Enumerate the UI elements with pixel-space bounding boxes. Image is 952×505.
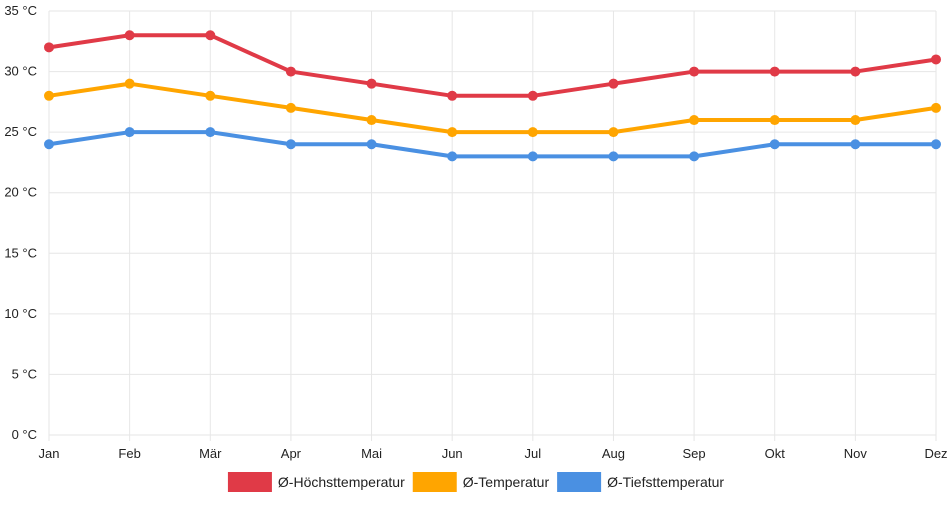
data-point xyxy=(44,42,54,53)
grid-lines xyxy=(48,10,937,441)
data-point xyxy=(689,115,700,126)
y-tick-label: 25 °C xyxy=(4,124,37,139)
data-point xyxy=(205,90,216,101)
data-point xyxy=(608,78,619,89)
data-point xyxy=(124,127,135,138)
data-point xyxy=(769,66,780,77)
legend-label: Ø-Temperatur xyxy=(463,474,550,490)
data-point xyxy=(527,90,538,101)
legend-swatch xyxy=(227,472,272,492)
data-point xyxy=(205,127,216,138)
x-tick-label: Jul xyxy=(525,446,542,461)
data-point xyxy=(689,66,700,77)
data-point xyxy=(285,102,296,113)
data-point xyxy=(366,139,377,150)
y-tick-label: 30 °C xyxy=(4,64,37,79)
x-tick-label: Feb xyxy=(118,446,140,461)
legend[interactable]: Ø-Höchsttemperatur Ø-Temperatur Ø-Tiefstte… xyxy=(227,472,724,492)
x-tick-label: Aug xyxy=(602,446,625,461)
data-point xyxy=(608,127,619,138)
y-tick-label: 15 °C xyxy=(4,245,37,260)
y-tick-label: 35 °C xyxy=(4,3,37,18)
legend-item-0[interactable]: Ø-Höchsttemperatur xyxy=(227,472,405,492)
legend-label: Ø-Tiefsttemperatur xyxy=(607,474,724,490)
x-tick-label: Dez xyxy=(924,446,947,461)
y-tick-label: 5 °C xyxy=(12,366,37,381)
data-point xyxy=(124,30,135,41)
legend-swatch xyxy=(557,472,602,492)
data-point xyxy=(447,90,458,101)
data-point xyxy=(689,151,700,162)
data-point xyxy=(931,102,941,113)
data-point xyxy=(527,151,538,162)
x-tick-label: Okt xyxy=(765,446,786,461)
data-point xyxy=(285,139,296,150)
y-tick-label: 10 °C xyxy=(4,306,37,321)
data-point xyxy=(447,151,458,162)
series-line-1 xyxy=(47,81,938,135)
data-point xyxy=(527,127,538,138)
x-tick-label: Mai xyxy=(361,446,382,461)
series-lines xyxy=(44,30,941,162)
data-point xyxy=(44,139,54,150)
data-point xyxy=(931,54,941,65)
x-tick-label: Apr xyxy=(281,446,302,461)
data-point xyxy=(850,115,861,126)
x-tick-label: Sep xyxy=(683,446,706,461)
series-line-2 xyxy=(47,130,938,159)
data-point xyxy=(608,151,619,162)
x-tick-label: Mär xyxy=(199,446,222,461)
data-point xyxy=(366,115,377,126)
data-point xyxy=(447,127,458,138)
x-tick-label: Nov xyxy=(844,446,868,461)
data-point xyxy=(124,78,135,89)
data-point xyxy=(769,115,780,126)
x-tick-label: Jun xyxy=(442,446,463,461)
y-tick-label: 0 °C xyxy=(12,427,37,442)
data-point xyxy=(44,90,54,101)
data-point xyxy=(931,139,941,150)
legend-swatch xyxy=(412,472,457,492)
data-point xyxy=(285,66,296,77)
legend-label: Ø-Höchsttemperatur xyxy=(278,474,405,490)
y-tick-label: 20 °C xyxy=(4,185,37,200)
data-point xyxy=(205,30,216,41)
data-point xyxy=(769,139,780,150)
legend-item-2[interactable]: Ø-Tiefsttemperatur xyxy=(557,472,724,492)
data-point xyxy=(850,66,861,77)
data-point xyxy=(366,78,377,89)
legend-item-1[interactable]: Ø-Temperatur xyxy=(412,472,550,492)
series-line-0 xyxy=(47,33,938,98)
x-tick-label: Jan xyxy=(39,446,60,461)
data-point xyxy=(850,139,861,150)
axis-labels: 0 °C 5 °C 10 °C 15 °C 20 °C 25 °C 30 °C 35 °C Ja… xyxy=(4,3,947,461)
